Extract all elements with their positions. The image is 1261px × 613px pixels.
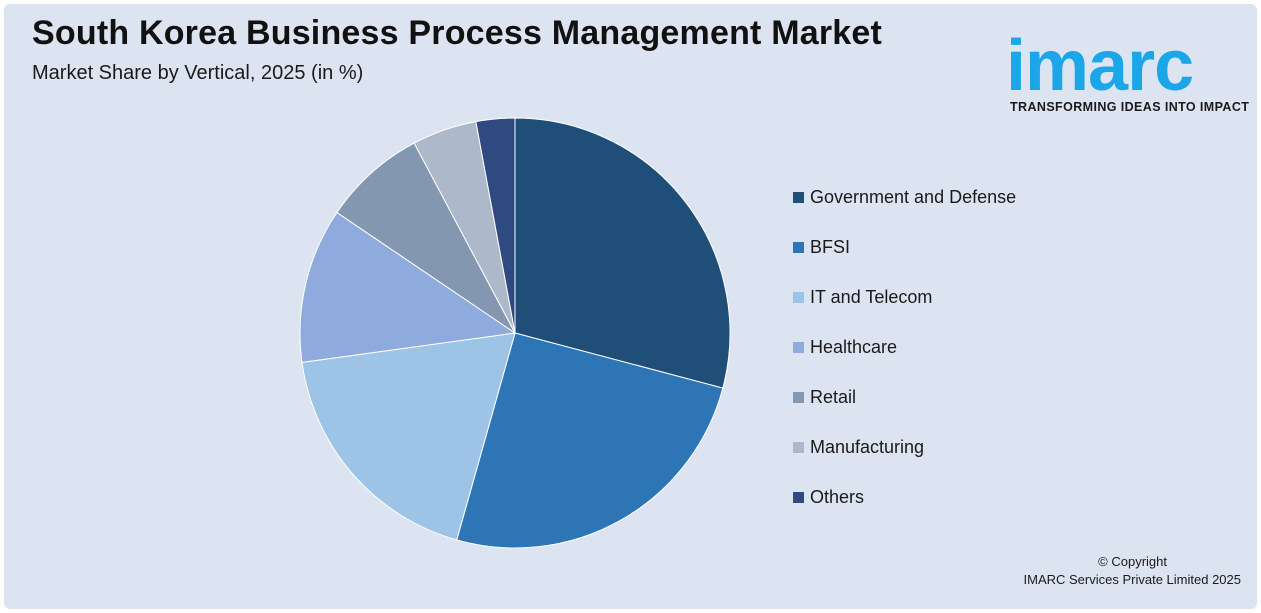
legend-swatch (793, 391, 804, 403)
legend-item: IT and Telecom (793, 272, 1016, 322)
legend-item: Retail (793, 372, 1016, 422)
pie-slice-government-and-defense (514, 117, 731, 389)
logo-wordmark: imarc (1006, 26, 1194, 106)
legend-item: Others (793, 472, 1016, 522)
legend-item: Manufacturing (793, 422, 1016, 472)
legend-swatch (793, 491, 804, 503)
legend-label: Government and Defense (810, 186, 1017, 207)
logo-tagline: TRANSFORMING IDEAS INTO IMPACT (1010, 100, 1250, 114)
pie-slice-it-and-telecom (301, 332, 516, 541)
copyright-line-1: © Copyright (1098, 554, 1167, 569)
chart-title: South Korea Business Process Management … (32, 14, 883, 52)
pie-slice-healthcare (299, 211, 517, 363)
pie-slice-others (475, 117, 516, 334)
pie-slice-retail (336, 142, 516, 334)
copyright-line-2: IMARC Services Private Limited 2025 (1023, 572, 1241, 587)
legend-label: IT and Telecom (810, 286, 933, 307)
legend-label: Manufacturing (810, 436, 925, 457)
legend-label: Healthcare (810, 336, 898, 357)
legend-label: BFSI (810, 236, 851, 257)
legend-swatch (793, 291, 804, 303)
legend-item: Healthcare (793, 322, 1016, 372)
legend-swatch (793, 341, 804, 353)
legend-item: BFSI (793, 222, 1016, 272)
pie-chart (299, 117, 731, 549)
legend-swatch (793, 441, 804, 453)
legend-swatch (793, 241, 804, 253)
imarc-logo: imarc TRANSFORMING IDEAS INTO IMPACT (1004, 12, 1254, 122)
legend-label: Others (810, 486, 865, 507)
legend-label: Retail (810, 386, 857, 407)
copyright-notice: © Copyright IMARC Services Private Limit… (1024, 553, 1241, 589)
legend-swatch (793, 191, 804, 203)
legend-item: Government and Defense (793, 172, 1016, 222)
pie-slice-bfsi (456, 332, 724, 549)
chart-subtitle: Market Share by Vertical, 2025 (in %) (32, 62, 364, 84)
chart-legend: Government and Defense BFSI IT and Telecom… (793, 172, 1016, 522)
